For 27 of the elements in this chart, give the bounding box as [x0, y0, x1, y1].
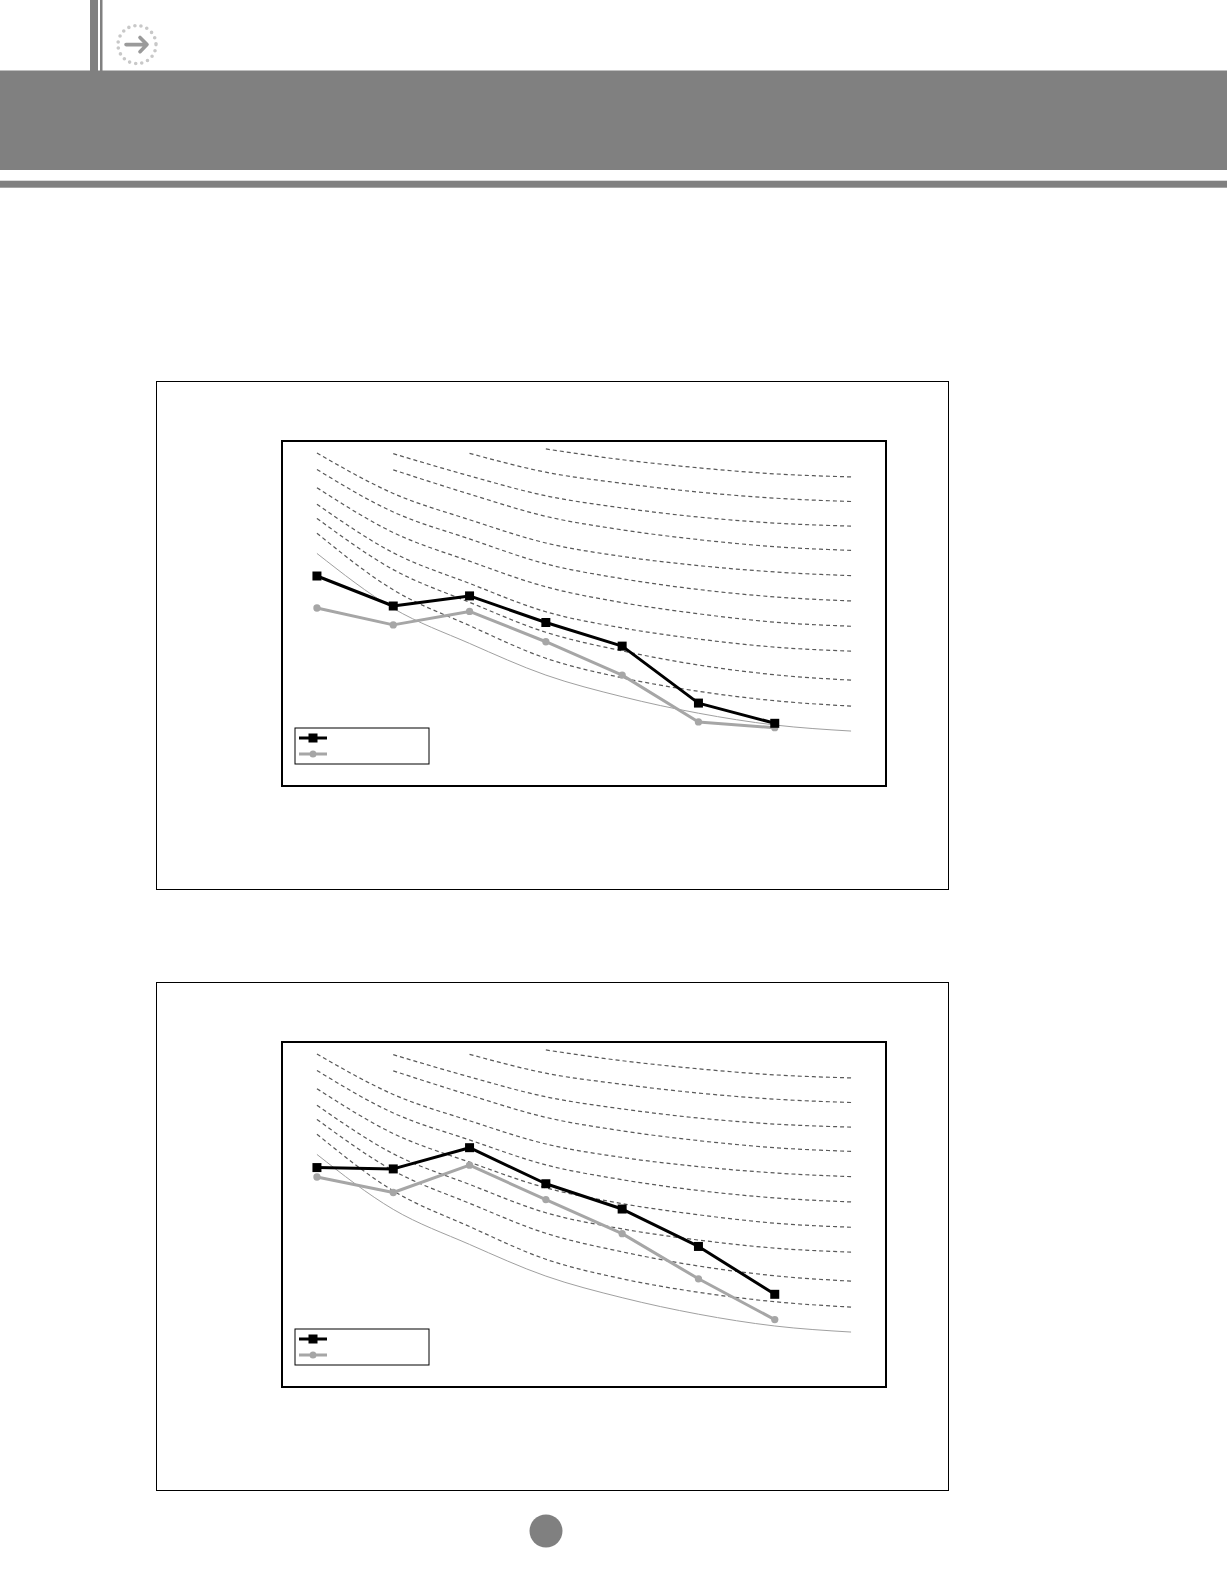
point — [694, 1275, 703, 1283]
point — [542, 1195, 550, 1204]
point — [693, 1241, 703, 1251]
point — [465, 1161, 474, 1169]
point — [618, 1229, 626, 1238]
point — [770, 718, 780, 728]
point — [465, 591, 475, 601]
point — [389, 621, 397, 629]
point — [313, 604, 321, 612]
point — [388, 601, 398, 611]
point — [618, 671, 626, 679]
point — [312, 1163, 322, 1173]
point — [770, 1289, 780, 1299]
point — [313, 1173, 321, 1181]
point — [617, 641, 627, 651]
point — [771, 1315, 779, 1324]
point — [541, 1179, 551, 1189]
point — [541, 618, 551, 628]
point — [693, 698, 703, 708]
point — [389, 1188, 397, 1197]
point — [388, 1164, 398, 1174]
point — [465, 1143, 475, 1153]
point — [694, 718, 703, 726]
point — [542, 638, 550, 646]
point — [312, 571, 322, 581]
point — [465, 607, 474, 616]
point — [617, 1204, 627, 1214]
